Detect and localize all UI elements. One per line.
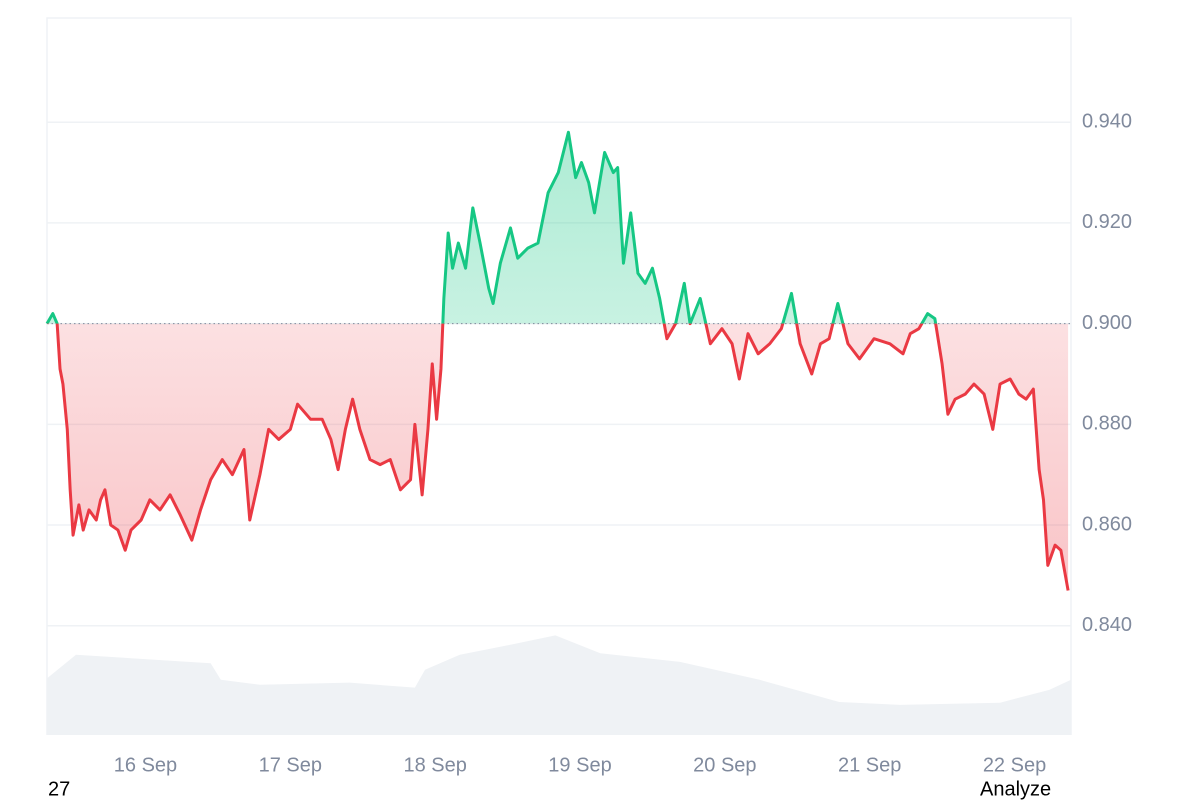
- area-up: [47, 132, 1069, 324]
- price-line: [47, 323, 1070, 591]
- footer-right[interactable]: Analyze: [980, 778, 1051, 800]
- volume-area: [47, 635, 1071, 735]
- y-tick-label: 0.900: [1082, 312, 1132, 334]
- y-tick-label: 0.840: [1082, 614, 1132, 636]
- y-tick-label: 0.880: [1082, 413, 1132, 435]
- x-tick-label: 20 Sep: [693, 754, 756, 776]
- x-tick-label: 17 Sep: [259, 754, 322, 776]
- x-tick-label: 22 Sep: [983, 754, 1046, 776]
- y-tick-label: 0.920: [1082, 211, 1132, 233]
- x-tick-label: 18 Sep: [403, 754, 466, 776]
- price-line-up: [45, 130, 938, 324]
- x-tick-label: 19 Sep: [548, 754, 611, 776]
- x-tick-label: 21 Sep: [838, 754, 901, 776]
- y-tick-label: 0.940: [1082, 111, 1132, 133]
- x-tick-label: 16 Sep: [114, 754, 177, 776]
- plot-frame: [46, 17, 1072, 735]
- footer-left: 27: [48, 778, 70, 800]
- area-down: [57, 323, 1069, 591]
- y-tick-label: 0.860: [1082, 513, 1132, 535]
